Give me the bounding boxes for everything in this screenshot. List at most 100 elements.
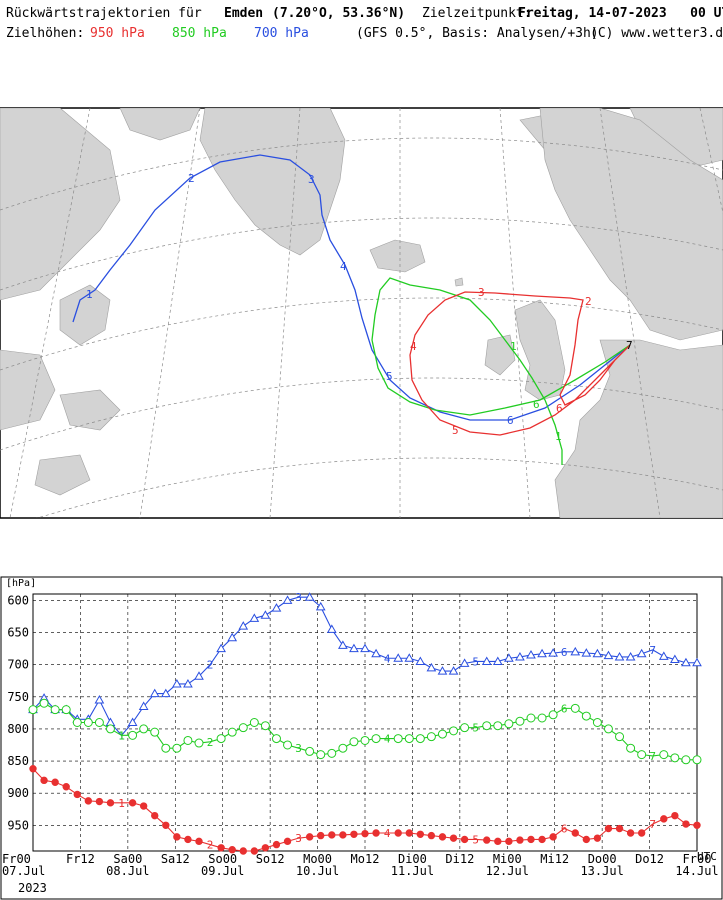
series-point xyxy=(216,643,226,653)
series-point xyxy=(250,847,259,855)
series-point xyxy=(548,648,558,657)
trajectory-700hpa xyxy=(72,154,631,421)
series-point xyxy=(515,716,525,726)
svg-text:5: 5 xyxy=(452,424,459,437)
series-day-label: 5 xyxy=(472,722,479,735)
series-point xyxy=(372,829,380,837)
x-tick-label: Mi12 xyxy=(540,852,569,866)
series-point xyxy=(593,834,602,842)
series-point xyxy=(315,601,326,611)
series-point xyxy=(493,721,503,731)
series-point xyxy=(481,656,492,665)
series-point xyxy=(61,705,71,715)
svg-text:1: 1 xyxy=(86,288,93,301)
series-point xyxy=(160,688,171,698)
series-point xyxy=(128,730,138,740)
series-point xyxy=(637,829,646,837)
x-tick-date: 11.Jul xyxy=(391,864,434,878)
series-point xyxy=(615,732,625,742)
series-point xyxy=(438,833,447,841)
series-point xyxy=(151,811,159,820)
series-point xyxy=(94,695,105,704)
series-point xyxy=(483,836,491,844)
series-point xyxy=(538,835,546,844)
series-point xyxy=(416,830,425,838)
model-info: (GFS 0.5°, Basis: Analysen/+3h) xyxy=(356,26,599,41)
series-point xyxy=(50,705,60,715)
location-name: Emden xyxy=(224,6,264,21)
series-point xyxy=(282,595,293,604)
x-tick-date: 10.Jul xyxy=(296,864,339,878)
series-point xyxy=(626,829,635,837)
series-point xyxy=(636,648,647,658)
series-point xyxy=(239,847,247,855)
series-point xyxy=(283,740,293,750)
svg-text:6: 6 xyxy=(533,398,540,411)
series-point xyxy=(28,705,38,715)
series-point xyxy=(570,703,580,713)
map-grid xyxy=(0,108,723,518)
series-point xyxy=(94,718,104,727)
series-day-label: 7 xyxy=(649,750,656,763)
svg-text:3: 3 xyxy=(478,286,485,299)
height-850: 850 hPa xyxy=(172,26,227,41)
series-point xyxy=(338,640,348,649)
series-point xyxy=(260,610,271,619)
x-tick-label: Sa12 xyxy=(161,852,190,866)
series-point xyxy=(327,748,337,758)
series-point xyxy=(338,743,348,753)
x-tick-label: Di00 xyxy=(398,852,427,866)
map-day-markers: 1 2 3 4 5 6 7 1 6 1 2 3 4 5 6 xyxy=(86,172,633,443)
target-time-label: Zielzeitpunkt: xyxy=(422,6,532,21)
svg-text:4: 4 xyxy=(340,260,347,273)
title-prefix: Rückwärtstrajektorien für xyxy=(6,6,202,21)
series-point xyxy=(592,648,603,658)
series-point xyxy=(459,658,470,667)
series-point xyxy=(526,713,536,723)
y-tick-label: 950 xyxy=(7,818,29,832)
series-point xyxy=(449,726,459,736)
chart-grid xyxy=(32,593,698,852)
svg-text:3: 3 xyxy=(308,173,315,186)
series-point xyxy=(448,666,459,675)
series-day-label: 4 xyxy=(384,652,391,665)
series-point xyxy=(249,613,260,622)
series-day-label: 2 xyxy=(207,736,214,749)
series-point xyxy=(504,719,514,729)
series-point xyxy=(371,734,381,744)
y-tick-label: 650 xyxy=(7,626,29,640)
series-point xyxy=(184,835,192,844)
series-point xyxy=(349,643,359,653)
series-point xyxy=(183,678,193,688)
series-point xyxy=(571,829,579,837)
series-point xyxy=(692,657,702,667)
series-point xyxy=(658,651,669,660)
trajectory-map: 1 2 3 4 5 6 7 1 6 1 2 3 4 5 6 xyxy=(0,107,723,519)
series-point xyxy=(526,650,536,659)
series-point xyxy=(105,724,115,734)
svg-text:1: 1 xyxy=(555,430,562,443)
y-axis: 600 650 700 750 800 850 900 950 xyxy=(7,593,29,832)
x-tick-label: Fr12 xyxy=(66,852,95,866)
series-point xyxy=(549,833,557,841)
series-point xyxy=(371,648,381,658)
x-tick-date: 13.Jul xyxy=(580,864,623,878)
map-header: Rückwärtstrajektorien für Emden (7.20°O,… xyxy=(0,0,723,48)
series-point xyxy=(570,646,581,656)
series-day-label: 7 xyxy=(649,818,656,831)
series-point xyxy=(437,729,447,739)
trajectory-850hpa xyxy=(371,277,631,465)
chart-frame xyxy=(0,576,723,900)
x-tick-date: 09.Jul xyxy=(201,864,244,878)
series-point xyxy=(693,821,701,830)
series-point xyxy=(404,734,414,744)
x-tick-label: So12 xyxy=(256,852,285,866)
series-point xyxy=(516,836,524,844)
series-point xyxy=(671,811,679,820)
series-day-label: 5 xyxy=(472,655,479,668)
x-tick-date: 12.Jul xyxy=(486,864,529,878)
series-point xyxy=(659,750,669,760)
series-point xyxy=(604,824,613,833)
